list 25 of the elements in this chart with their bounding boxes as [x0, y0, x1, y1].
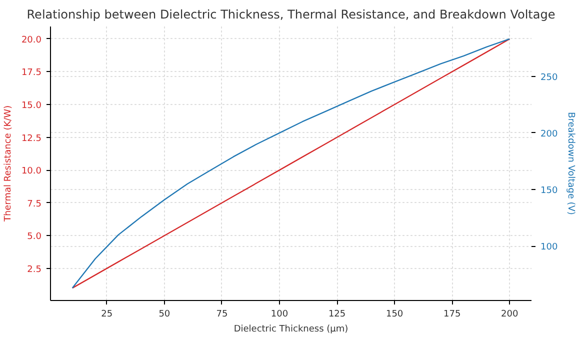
y2-tick-label: 250	[540, 72, 558, 83]
x-tick-label: 50	[158, 310, 170, 320]
x-tick-label: 125	[328, 310, 346, 320]
y-tick-label: 12.5	[21, 134, 42, 144]
line-series	[72, 38, 510, 289]
chart-title: Relationship between Dielectric Thickness, Thermal Resistance, and Breakdown Voltage	[26, 8, 556, 22]
y-tick-label: 20.0	[21, 35, 42, 46]
y2-axis-title: Breakdown Voltage (V)	[566, 112, 576, 215]
x-tick-label: 75	[216, 310, 228, 320]
x-axis-title: Dielectric Thickness (µm)	[234, 324, 348, 334]
x-tick-label: 100	[270, 310, 288, 320]
x-tick-label: 150	[386, 310, 404, 320]
x-tick-label: 200	[501, 310, 518, 320]
y-tick-label: 10.0	[21, 166, 42, 177]
y2-tick-label: 100	[540, 242, 558, 253]
x-tick-label: 25	[101, 310, 113, 320]
y-tick-label: 17.5	[21, 68, 42, 78]
y2-tick-label: 150	[540, 186, 558, 196]
y-tick-label: 5.0	[27, 232, 42, 242]
y-tick-label: 7.5	[27, 199, 42, 210]
y-tick-label: 15.0	[21, 101, 42, 112]
y2-tick-label: 200	[540, 129, 558, 140]
y-tick-label: 2.5	[27, 264, 42, 275]
x-tick-label: 175	[444, 310, 461, 320]
y-axis-title: Thermal Resistance (K/W)	[3, 105, 14, 223]
